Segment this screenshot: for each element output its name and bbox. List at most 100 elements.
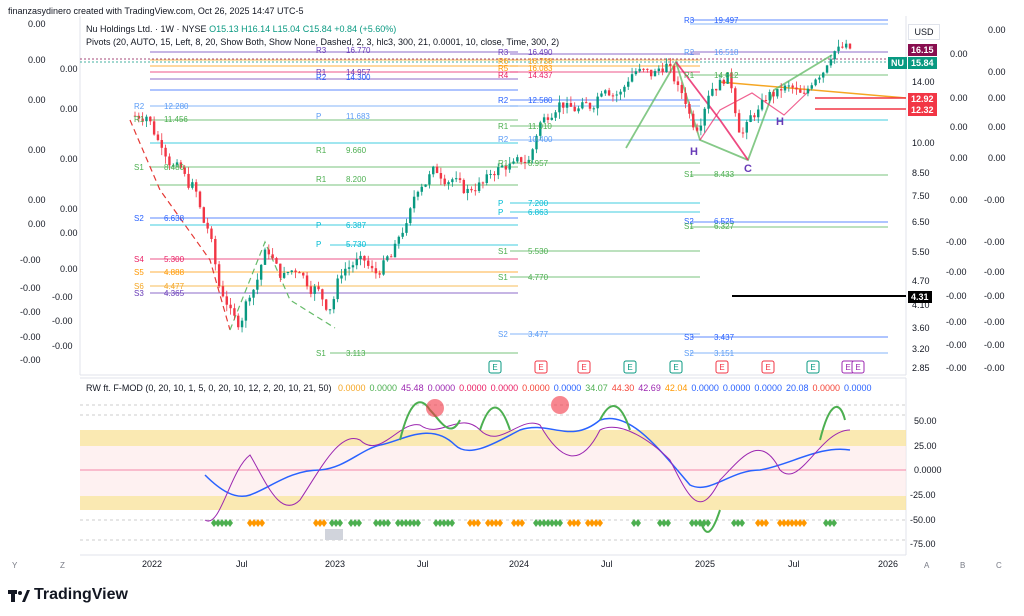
right-axis-label: 0.00 — [988, 153, 1006, 163]
oscillator-value: 0.0000 — [490, 383, 519, 393]
earnings-icon — [715, 360, 729, 374]
candle-body — [519, 157, 523, 162]
candle-body — [649, 69, 653, 77]
candle-body — [783, 85, 787, 91]
low-value: L15.04 — [272, 24, 301, 34]
candle-body — [497, 167, 500, 176]
pivot-level-label: R5 — [498, 64, 509, 73]
signal-diamond — [445, 519, 451, 527]
earnings-icon-letter: E — [581, 363, 586, 372]
candle-body — [604, 90, 607, 94]
signal-diamond — [705, 519, 711, 527]
candle-body — [833, 51, 836, 60]
candle-body — [844, 43, 848, 48]
pivot-level-value: 16.770 — [346, 46, 371, 55]
currency-button[interactable]: USD — [908, 24, 940, 40]
pivot-level-label: S1 — [134, 163, 144, 172]
left-axis-label: -0.00 — [20, 355, 41, 365]
price-axis-label: 10.00 — [912, 138, 935, 148]
candle-body — [791, 85, 794, 88]
signal-diamond — [215, 519, 221, 527]
corner-letter[interactable]: B — [960, 561, 966, 570]
signal-diamond — [259, 519, 265, 527]
candle-body — [206, 222, 209, 229]
oscillator-axis-label: 50.00 — [914, 416, 937, 426]
signal-diamond — [317, 519, 323, 527]
earnings-icon-letter: E — [845, 363, 850, 372]
signal-diamond — [541, 519, 547, 527]
symbol-name[interactable]: Nu Holdings Ltd. · 1W · NYSE — [86, 24, 207, 34]
candle-body — [692, 113, 695, 128]
corner-letter[interactable]: C — [996, 561, 1002, 570]
pivot-level-value: 12.580 — [528, 96, 553, 105]
candle-body — [217, 264, 221, 287]
left-axis-label: 0.00 — [28, 219, 46, 229]
oscillator-value: 0.0000 — [812, 383, 841, 393]
oscillator-axis-label: -25.00 — [910, 490, 936, 500]
candle-body — [428, 174, 431, 185]
left-axis-label: 0.00 — [60, 104, 78, 114]
candle-body — [550, 117, 553, 120]
signal-diamond — [485, 519, 491, 527]
signal-diamond — [689, 519, 695, 527]
candle-body — [149, 116, 152, 122]
time-axis-label: 2023 — [325, 559, 346, 569]
pivot-level-value: 3.477 — [528, 330, 549, 339]
oscillator-value: 44.30 — [611, 383, 635, 393]
candle-body — [424, 184, 427, 187]
left-axis-label: 0.00 — [60, 64, 78, 74]
tradingview-logo: TradingView — [8, 586, 128, 604]
corner-letter[interactable]: A — [924, 561, 930, 570]
candle-body — [565, 103, 569, 108]
pivots-legend[interactable]: Pivots (20, AUTO, 15, Left, 8, 20, Show … — [86, 37, 560, 47]
pivot-level-value: 5.530 — [528, 247, 549, 256]
tradingview-wordmark: TradingView — [34, 586, 128, 603]
candle-body — [175, 162, 179, 166]
pivot-level-label: P — [316, 221, 322, 230]
signal-diamond — [701, 519, 707, 527]
main-pane — [79, 16, 907, 556]
signal-diamond — [575, 519, 581, 527]
candle-body — [282, 273, 286, 278]
oscillator-value: 0.0000 — [522, 383, 550, 393]
candle-body — [210, 228, 213, 239]
candle-body — [535, 135, 538, 150]
candle-body — [481, 182, 485, 184]
signal-diamond — [731, 519, 737, 527]
candle-body — [646, 68, 649, 70]
candle-body — [389, 256, 393, 258]
candle-body — [252, 289, 255, 298]
candle-body — [485, 174, 488, 184]
candle-body — [367, 260, 370, 266]
corner-letter[interactable]: Y — [12, 561, 18, 570]
left-axis-label: -0.00 — [52, 292, 73, 302]
candle-body — [822, 72, 825, 78]
candle-body — [298, 272, 301, 274]
change-value: +0.84 (+5.60%) — [334, 24, 397, 34]
pivot-level-value: 5.300 — [164, 255, 185, 264]
right-axis-label: -0.00 — [984, 267, 1005, 277]
candle-body — [225, 296, 228, 305]
candle-body — [588, 102, 592, 109]
pivot-level-label: R2 — [684, 48, 695, 57]
candle-body — [493, 173, 496, 176]
candle-body — [695, 127, 699, 131]
oscillator-legend[interactable]: RW ft. F-MOD (0, 20, 10, 1, 5, 0, 20, 10… — [86, 383, 880, 393]
pivot-level-value: 6.327 — [714, 222, 735, 231]
right-axis-label: -0.00 — [946, 340, 967, 350]
candle-body — [745, 122, 748, 133]
candle-body — [657, 68, 661, 72]
left-axis-label: 0.00 — [28, 19, 46, 29]
pivot-level-value: 5.730 — [346, 240, 367, 249]
candle-body — [259, 264, 263, 280]
oscillator-title: RW ft. F-MOD (0, 20, 10, 1, 5, 0, 20, 10… — [86, 383, 332, 393]
signal-diamond — [557, 519, 563, 527]
pivot-level-value: 11.456 — [164, 115, 188, 124]
corner-letter[interactable]: Z — [60, 561, 65, 570]
oscillator-value: 20.08 — [785, 383, 809, 393]
pivot-level-value: 19.497 — [714, 16, 739, 25]
signal-diamond — [797, 519, 803, 527]
oscillator-value: 0.0000 — [553, 383, 582, 393]
